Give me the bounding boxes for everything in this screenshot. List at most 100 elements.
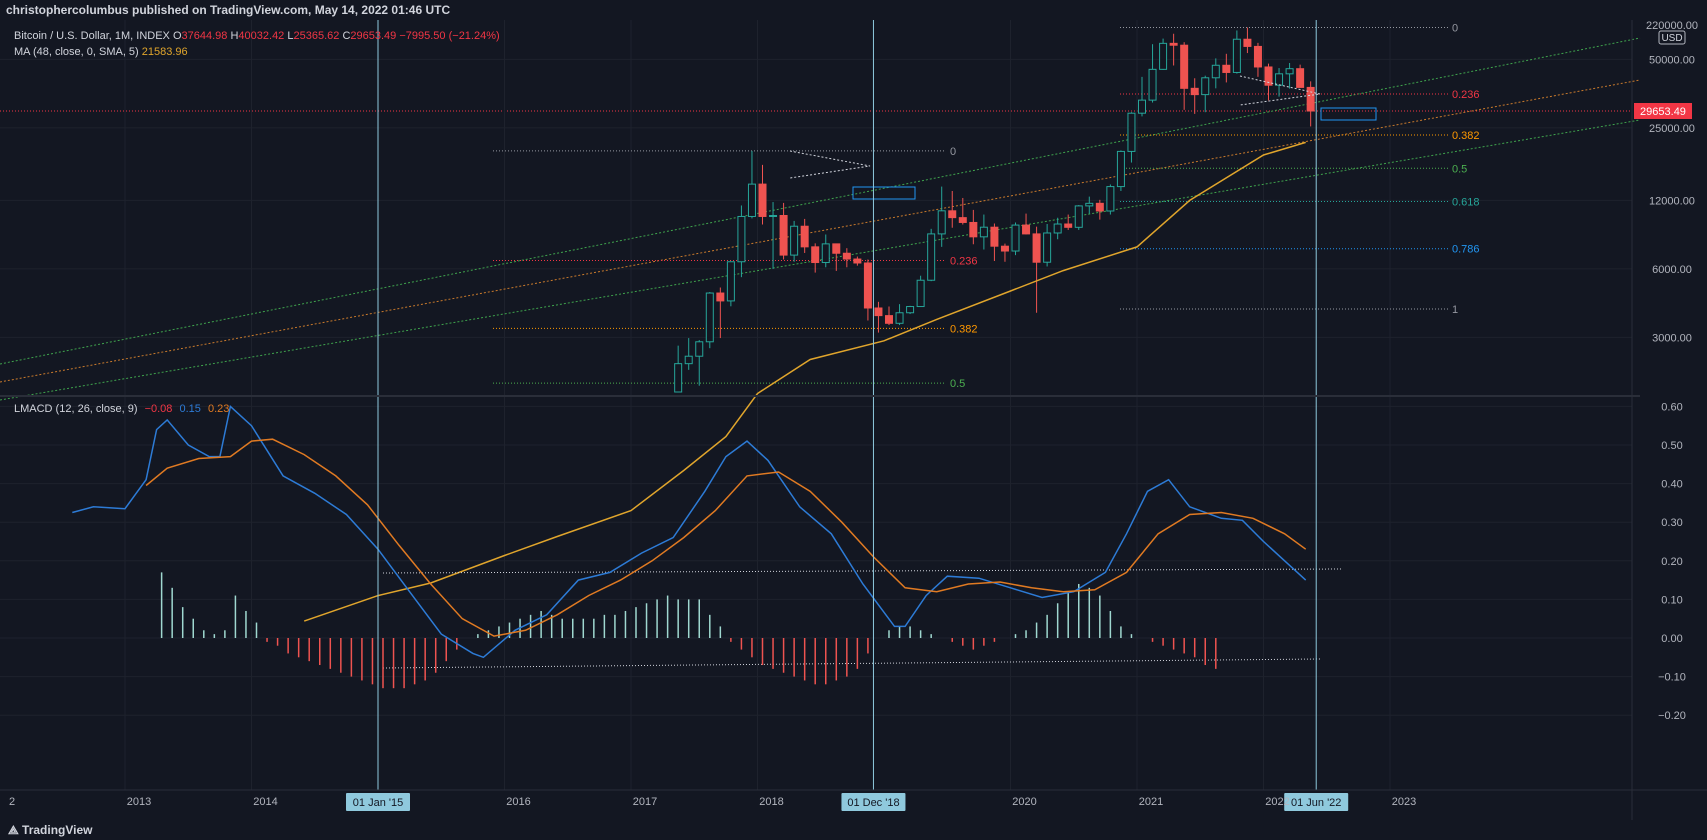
- price-tick-label: 25000.00: [1649, 123, 1695, 135]
- low-label: L: [287, 30, 294, 42]
- candle-body: [1085, 202, 1094, 207]
- candle-body: [737, 215, 746, 263]
- macd-line: [72, 404, 1307, 659]
- macd-value: 0.15: [179, 403, 201, 415]
- unit-box: [1658, 30, 1686, 45]
- candle-body: [1169, 42, 1178, 46]
- symbol-name: Bitcoin / U.S. Dollar, 1M, INDEX: [14, 30, 170, 42]
- candle-body: [863, 262, 872, 309]
- price-tick-label: 220000.00: [1646, 20, 1698, 32]
- time-tick-label: 2016: [506, 796, 530, 808]
- macd-histogram: [160, 572, 1217, 689]
- candle-body: [1032, 233, 1041, 263]
- fib-level-label: 0: [1452, 23, 1458, 35]
- macd-label: LMACD (12, 26, close, 9): [14, 403, 138, 415]
- time-tick-label: 2020: [1012, 796, 1036, 808]
- fib-level-label: 1: [1452, 304, 1458, 316]
- candle-body: [1211, 64, 1220, 79]
- price-axis[interactable]: 50000.00 25000.00 12000.00 6000.00 3000.00 22…: [1634, 20, 1698, 344]
- macd-tick-label: 0.40: [1661, 479, 1682, 491]
- ma-label: MA (48, close, 0, SMA, 5): [14, 46, 139, 58]
- triangle-annotation: [789, 150, 871, 179]
- candle-body: [969, 221, 978, 238]
- candle-body: [1201, 77, 1210, 96]
- macd-axis[interactable]: 0.60 0.50 0.40 0.30 0.20 0.10 0.00 −0.10 −0.20: [1658, 401, 1686, 722]
- low-value: 25365.62: [293, 30, 340, 42]
- open-label: O: [172, 30, 182, 42]
- candle-body: [1285, 68, 1294, 75]
- fib-level-label: 0.236: [1452, 89, 1480, 101]
- close-label: C: [342, 30, 351, 42]
- time-tick-label: 2018: [759, 796, 783, 808]
- candle-body: [1190, 87, 1199, 96]
- candle-body: [906, 306, 915, 314]
- macd-support-line: [382, 568, 1343, 574]
- candle-body: [1127, 112, 1136, 152]
- time-marker-badge: [346, 793, 410, 811]
- fib-level-label: 0.382: [950, 323, 978, 335]
- candle-body: [1106, 186, 1115, 212]
- high-value: 40032.42: [238, 30, 285, 42]
- candle-body: [1243, 38, 1252, 47]
- candle-body: [811, 246, 820, 264]
- candle-body: [927, 233, 936, 281]
- candle-body: [895, 312, 904, 324]
- channel-line: [0, 119, 1641, 401]
- triangle-annotation: [1239, 75, 1321, 106]
- candle-body: [674, 363, 683, 393]
- publisher-bar: christophercolumbus published on Trading…: [0, 0, 1707, 20]
- last-price-badge-text: 29653.49: [1640, 106, 1686, 118]
- symbol-legend[interactable]: Bitcoin / U.S. Dollar, 1M, INDEX O37644.…: [14, 30, 500, 42]
- vertical-markers: 01 Jan '15 01 Dec '18 01 Jun '22: [346, 20, 1349, 811]
- channel-line: [0, 79, 1641, 383]
- candle-body: [695, 341, 704, 357]
- ma-line: [303, 141, 1306, 622]
- macd-tick-label: −0.20: [1658, 710, 1686, 722]
- time-marker-label: 01 Dec '18: [847, 797, 899, 809]
- time-tick-label: 2021: [1139, 796, 1163, 808]
- candle-body: [1022, 224, 1031, 235]
- candle-body: [779, 215, 788, 256]
- grid-lines: [0, 20, 1632, 790]
- time-tick-label: 2017: [633, 796, 657, 808]
- ma-legend[interactable]: MA (48, close, 0, SMA, 5) 21583.96: [14, 46, 188, 58]
- fib-level-label: 0.236: [950, 256, 978, 268]
- fib-level-label: 0.5: [950, 378, 965, 390]
- macd-tick-label: 0.50: [1661, 440, 1682, 452]
- time-axis[interactable]: 2 2013 2014 2016 2017 2018 2020 2021 2022 2023: [9, 796, 1416, 808]
- macd-hist-value: −0.08: [144, 403, 173, 415]
- axis-unit-label: USD: [1661, 33, 1682, 44]
- candle-body: [1306, 86, 1315, 112]
- time-marker-label: 01 Jan '15: [353, 797, 403, 809]
- candle-body: [1053, 223, 1062, 234]
- candle-body: [1159, 42, 1168, 70]
- candle-body: [1095, 202, 1104, 212]
- candlestick-series: [674, 27, 1315, 393]
- brand-text: TradingView: [22, 823, 93, 837]
- candle-body: [853, 258, 862, 264]
- publisher-text: christophercolumbus published on Trading…: [6, 3, 451, 17]
- candle-body: [800, 225, 809, 248]
- candle-body: [832, 243, 841, 254]
- candle-body: [1043, 232, 1052, 263]
- ma-value: 21583.96: [141, 46, 188, 58]
- time-tick-label: 2013: [127, 796, 151, 808]
- candle-body: [821, 243, 830, 264]
- fib-level-label: 0.382: [1452, 130, 1480, 142]
- chart-canvas[interactable]: 00.2360.3820.500.2360.3820.50.6180.7861 …: [0, 20, 1707, 820]
- high-label: H: [230, 30, 239, 42]
- macd-legend[interactable]: LMACD (12, 26, close, 9) −0.08 0.15 0.23: [14, 403, 229, 415]
- time-tick-label: 2014: [253, 796, 277, 808]
- candle-body: [1232, 38, 1241, 73]
- highlight-box: [852, 186, 916, 200]
- signal-line: [145, 438, 1307, 637]
- price-tick-label: 6000.00: [1652, 264, 1692, 276]
- change-value: −7995.50 (−21.24%): [399, 30, 500, 42]
- highlight-box: [1320, 107, 1377, 121]
- channel-line: [0, 37, 1641, 365]
- time-tick-label: 2023: [1392, 796, 1416, 808]
- tradingview-logo[interactable]: ⟁ TradingView: [8, 823, 93, 837]
- candle-body: [916, 279, 925, 308]
- candle-body: [705, 292, 714, 343]
- close-value: 29653.49: [350, 30, 397, 42]
